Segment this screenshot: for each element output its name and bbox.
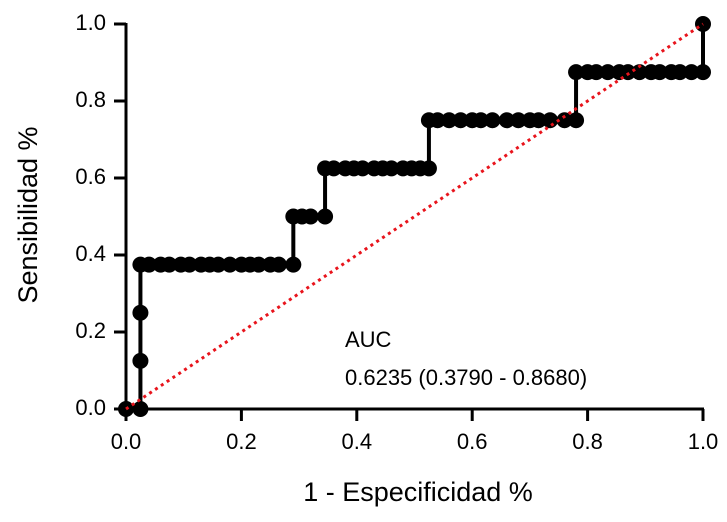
roc-point bbox=[383, 160, 400, 177]
roc-point bbox=[568, 64, 585, 81]
roc-point bbox=[671, 64, 688, 81]
roc-point bbox=[683, 64, 700, 81]
annotation: AUC bbox=[345, 327, 392, 352]
y-tick-label: 1.0 bbox=[75, 10, 106, 35]
y-tick-label: 0.2 bbox=[75, 318, 106, 343]
y-tick-label: 0.4 bbox=[75, 241, 106, 266]
y-tick-label: 0.6 bbox=[75, 164, 106, 189]
roc-point bbox=[452, 112, 469, 129]
x-tick-label: 0.0 bbox=[111, 429, 142, 454]
x-axis-label: 1 - Especificidad % bbox=[303, 477, 533, 507]
x-tick-label: 1.0 bbox=[688, 429, 719, 454]
roc-point bbox=[568, 112, 585, 129]
roc-point bbox=[599, 64, 616, 81]
roc-point bbox=[588, 64, 605, 81]
y-axis-label: Sensibilidad % bbox=[13, 126, 43, 303]
reference-line bbox=[125, 22, 704, 411]
roc-point bbox=[270, 256, 287, 273]
roc-point bbox=[651, 64, 668, 81]
y-tick-label: 0.8 bbox=[75, 87, 106, 112]
roc-point bbox=[619, 64, 636, 81]
roc-point bbox=[221, 256, 238, 273]
roc-point bbox=[510, 112, 527, 129]
y-tick-label: 0.0 bbox=[75, 395, 106, 420]
roc-point bbox=[132, 352, 149, 369]
roc-point bbox=[631, 64, 648, 81]
roc-point bbox=[472, 112, 489, 129]
roc-point bbox=[498, 112, 515, 129]
roc-point bbox=[441, 112, 458, 129]
roc-point bbox=[354, 160, 371, 177]
roc-point bbox=[210, 256, 227, 273]
x-tick-label: 0.8 bbox=[572, 429, 603, 454]
roc-point bbox=[250, 256, 267, 273]
roc-point bbox=[141, 256, 158, 273]
x-tick-label: 0.6 bbox=[457, 429, 488, 454]
roc-point bbox=[317, 208, 334, 225]
x-tick-label: 0.2 bbox=[226, 429, 257, 454]
roc-point bbox=[161, 256, 178, 273]
roc-point bbox=[420, 160, 437, 177]
roc-point bbox=[484, 112, 501, 129]
roc-point bbox=[285, 256, 302, 273]
roc-point bbox=[132, 304, 149, 321]
annotation-detail: 0.6235 (0.3790 - 0.8680) bbox=[345, 365, 587, 390]
roc-point bbox=[429, 112, 446, 129]
roc-point bbox=[695, 64, 711, 81]
roc-point bbox=[530, 112, 547, 129]
roc-point bbox=[542, 112, 559, 129]
roc-point bbox=[302, 208, 319, 225]
roc-point bbox=[325, 160, 342, 177]
x-tick-label: 0.4 bbox=[342, 429, 373, 454]
roc-point bbox=[556, 112, 573, 129]
roc-point bbox=[132, 401, 149, 417]
roc-point bbox=[181, 256, 198, 273]
